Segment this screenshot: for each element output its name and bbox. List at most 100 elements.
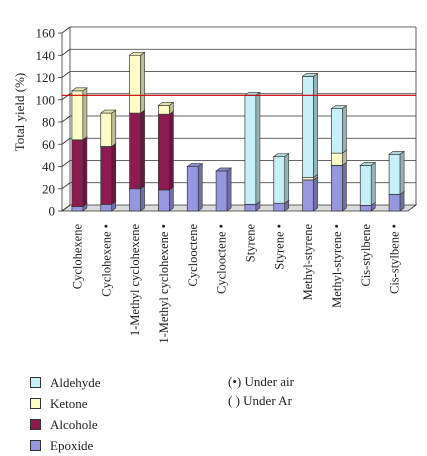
bar-top xyxy=(215,167,232,172)
x-tick-label: Cyclohexene xyxy=(70,224,84,290)
gridline-diagonal xyxy=(61,71,71,78)
y-tick-label: 160 xyxy=(36,26,56,41)
y-axis-label: Total yield (%) xyxy=(12,73,27,152)
bar-side xyxy=(342,105,347,154)
y-tick-label: 80 xyxy=(42,115,55,130)
bar-segment-alcohole xyxy=(71,136,88,208)
condition-notes: (•) Under air ( ) Under Ar xyxy=(228,372,408,410)
bar-face xyxy=(359,205,372,212)
bar-side xyxy=(284,152,290,204)
legend-label: Alcohole xyxy=(50,416,98,432)
bar-face xyxy=(215,170,228,212)
x-tick-label: Cyclooctene xyxy=(186,224,200,287)
bar-face xyxy=(359,165,372,206)
bar-top xyxy=(388,150,405,155)
y-tick-label: 20 xyxy=(42,181,55,196)
x-tick-label: Methyl-styrene xyxy=(301,224,315,301)
legend-swatch-ketone xyxy=(30,398,41,409)
bar-side xyxy=(111,109,117,148)
legend: Aldehyde Ketone Alcohole Epoxide xyxy=(30,372,180,456)
bar-segment-epoxide xyxy=(215,167,232,212)
bar-face xyxy=(186,166,199,212)
bar-segment-aldehyde xyxy=(388,150,405,195)
bar-face xyxy=(273,202,286,212)
bar-side xyxy=(197,162,203,212)
y-tick-label: 60 xyxy=(42,137,55,152)
bar-face xyxy=(129,188,141,212)
gridline-diagonal xyxy=(61,137,71,145)
bar-segment-alcohole xyxy=(157,110,175,191)
bar-top xyxy=(99,109,117,114)
bar-side xyxy=(399,190,405,212)
legend-item-alcohole: Alcohole xyxy=(30,414,180,435)
bar-segment-alcohole xyxy=(128,109,146,190)
x-tick-label: Cyclooctene • xyxy=(215,224,229,294)
bar-side xyxy=(255,91,261,205)
bar-segment-ketone xyxy=(99,109,117,148)
legend-swatch-epoxide xyxy=(30,440,41,451)
legend-label: Aldehyde xyxy=(50,374,101,390)
legend-swatch-alcohole xyxy=(30,419,41,430)
gridline-diagonal xyxy=(61,204,71,212)
bar-segment-aldehyde xyxy=(272,152,290,204)
bar-face xyxy=(71,90,84,141)
bar-face xyxy=(158,104,170,115)
bar-side xyxy=(140,185,145,212)
bar-face xyxy=(331,165,343,212)
legend-item-epoxide: Epoxide xyxy=(30,435,180,456)
bar-top xyxy=(359,162,377,166)
bar-segment-aldehyde xyxy=(359,161,377,207)
note-under-ar: ( ) Under Ar xyxy=(228,392,292,408)
bar-top xyxy=(301,73,319,77)
bar-segment-aldehyde xyxy=(301,72,319,179)
x-tick-label: Cyclohexene • xyxy=(99,224,113,297)
bar-face xyxy=(244,203,257,212)
x-tick-label: Cis-stylbene • xyxy=(388,224,402,294)
bar-face xyxy=(302,179,314,212)
bar-top xyxy=(272,153,290,157)
bar-side xyxy=(169,186,174,212)
bar-top xyxy=(128,51,146,56)
bar-face xyxy=(302,76,314,178)
bar-face xyxy=(100,146,113,205)
bar-face xyxy=(158,113,170,191)
gridline-diagonal xyxy=(61,182,71,190)
bar-side xyxy=(140,51,145,114)
x-axis-labels: Cyclohexene Cyclohexene • 1-Methyl cyclohe… xyxy=(70,224,401,344)
bar-face xyxy=(244,94,257,205)
bar-face xyxy=(100,112,113,147)
bar-side xyxy=(342,161,347,212)
gridline-diagonal xyxy=(61,48,71,56)
bar-side xyxy=(399,150,405,195)
bar-face xyxy=(331,108,343,154)
note-under-air: (•) Under air xyxy=(228,373,294,389)
bar-face xyxy=(129,54,141,114)
bar-side xyxy=(370,161,376,207)
gridline-diagonal xyxy=(61,26,71,34)
bar-top xyxy=(157,102,175,106)
bar-face xyxy=(158,189,170,212)
bar-face xyxy=(100,203,113,212)
legend-label: Epoxide xyxy=(50,437,94,453)
bar-side xyxy=(82,136,88,208)
bar-segment-epoxide xyxy=(186,162,204,212)
legend-item-ketone: Ketone xyxy=(30,393,180,414)
x-tick-label: Styrene • xyxy=(272,224,286,270)
bar-face xyxy=(331,152,343,166)
bar-face xyxy=(273,156,286,204)
x-tick-label: Methyl-styrene • xyxy=(330,224,344,308)
bar-segment-aldehyde xyxy=(330,105,348,154)
bar-face xyxy=(388,193,401,212)
bar-top xyxy=(71,87,88,92)
bar-segment-ketone xyxy=(71,87,88,141)
legend-label: Ketone xyxy=(50,395,88,411)
bar-segment-epoxide xyxy=(301,176,319,212)
bar-top xyxy=(330,105,348,109)
bar-face xyxy=(71,139,84,207)
bar-segment-epoxide xyxy=(330,161,348,212)
legend-item-aldehyde: Aldehyde xyxy=(30,372,180,393)
bars xyxy=(71,51,405,212)
bar-face xyxy=(71,206,84,212)
y-axis-ticks: 0 20 40 60 80 100 120 140 160 xyxy=(36,26,63,219)
